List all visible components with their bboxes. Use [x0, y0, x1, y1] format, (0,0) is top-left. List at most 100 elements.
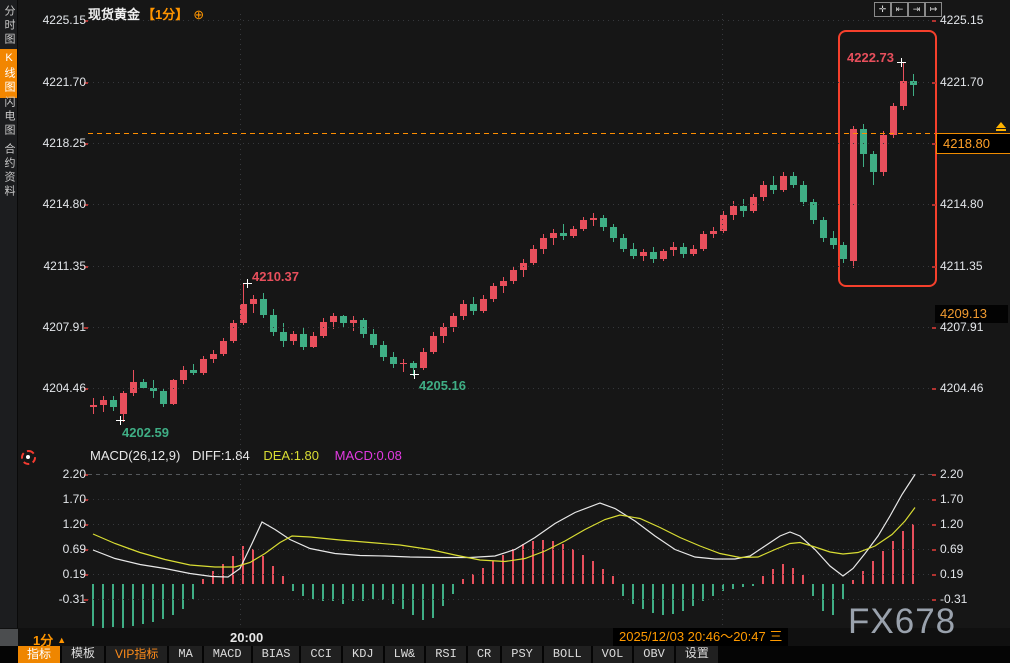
- macd-histogram-bar: [262, 556, 264, 584]
- period-selector[interactable]: 1分 ▲: [33, 633, 67, 648]
- tab-BOLL[interactable]: BOLL: [543, 646, 591, 663]
- tab-KDJ[interactable]: KDJ: [343, 646, 383, 663]
- macd-histogram-bar: [752, 583, 754, 586]
- sidebar-item-4[interactable]: 合约资料: [3, 143, 15, 199]
- macd-histogram-bar: [332, 583, 334, 601]
- macd-histogram-bar: [152, 583, 154, 622]
- candle: [420, 351, 427, 368]
- macd-histogram-bar: [682, 583, 684, 611]
- price-axis-label: 4214.80: [42, 197, 86, 211]
- tab-BIAS[interactable]: BIAS: [252, 646, 300, 663]
- last-price-badge: 4218.80: [936, 133, 1010, 154]
- candle: [740, 206, 747, 212]
- candle: [130, 382, 137, 393]
- price-axis-label: 4225.15: [42, 13, 86, 27]
- macd-histogram-bar: [902, 531, 904, 584]
- reference-price-badge: 4209.13: [935, 305, 1008, 323]
- candle: [380, 344, 387, 358]
- axis-tick: [84, 327, 88, 329]
- macd-histogram-bar: [312, 583, 314, 599]
- candle: [170, 380, 177, 404]
- extreme-price-label: 4205.16: [419, 378, 466, 393]
- candle: [140, 382, 147, 388]
- tab-CR[interactable]: CR: [467, 646, 501, 663]
- diff-line: [92, 474, 916, 578]
- macd-histogram-bar: [542, 540, 544, 584]
- candle: [660, 250, 667, 260]
- sidebar-item-3[interactable]: 闪电图: [3, 96, 15, 138]
- candle-wick: [193, 364, 194, 376]
- macd-histogram-bar: [762, 576, 764, 584]
- candle: [240, 303, 247, 324]
- candle: [500, 280, 507, 287]
- candle: [680, 246, 687, 255]
- macd-histogram-bar: [492, 561, 494, 584]
- macd-histogram-bar: [892, 541, 894, 584]
- shift-right-icon[interactable]: ↦: [925, 2, 942, 17]
- macd-histogram-bar: [182, 583, 184, 609]
- candle: [570, 229, 577, 237]
- pan-left-icon[interactable]: ⇤: [891, 2, 908, 17]
- tab-LW&[interactable]: LW&: [384, 646, 425, 663]
- crosshair-icon[interactable]: ✛: [874, 2, 891, 17]
- candle: [650, 252, 657, 260]
- price-axis-label: 4204.46: [42, 381, 86, 395]
- tab-VIP指标[interactable]: VIP指标: [106, 646, 168, 663]
- candle: [260, 298, 267, 315]
- tab-设置[interactable]: 设置: [675, 646, 718, 663]
- indicator-tab-bar: 指标 模板 VIP指标 MA MACD BIAS CCI KDJ LW& RSI CR PSY BOLL…: [0, 646, 1010, 663]
- extreme-cross-marker: [901, 58, 902, 67]
- extreme-price-label: 4202.59: [122, 425, 169, 440]
- axis-tick: [84, 599, 88, 601]
- macd-histogram-bar: [112, 583, 114, 627]
- chart-header: 现货黄金 【1分】 ⊕: [88, 4, 204, 23]
- add-to-favorites-icon[interactable]: ⊕: [193, 7, 205, 22]
- axis-tick: [84, 204, 88, 206]
- candle: [850, 129, 857, 262]
- pan-right-icon[interactable]: ⇥: [908, 2, 925, 17]
- dea-line: [92, 507, 916, 568]
- tab-OBV[interactable]: OBV: [634, 646, 674, 663]
- indicator-settings-icon[interactable]: [21, 450, 36, 465]
- axis-tick: [84, 82, 88, 84]
- macd-histogram-bar: [512, 548, 514, 584]
- tab-CCI[interactable]: CCI: [301, 646, 342, 663]
- macd-histogram-bar: [802, 574, 804, 584]
- macd-header: MACD(26,12,9) DIFF:1.84 DEA:1.80 MACD:0.…: [90, 448, 402, 463]
- candle: [840, 245, 847, 260]
- candle: [480, 298, 487, 312]
- macd-axis-label: 1.20: [940, 517, 964, 531]
- candle: [600, 218, 607, 228]
- candle: [780, 175, 787, 190]
- tab-指标[interactable]: 指标: [18, 646, 61, 663]
- tab-MACD[interactable]: MACD: [203, 646, 251, 663]
- axis-tick: [932, 524, 936, 526]
- sidebar-item-1[interactable]: 分时图: [3, 5, 15, 47]
- candle-wick: [353, 316, 354, 331]
- axis-tick: [84, 266, 88, 268]
- macd-histogram-bar: [392, 583, 394, 604]
- macd-histogram-bar: [452, 583, 454, 594]
- macd-histogram-bar: [292, 583, 294, 591]
- candle-wick: [563, 223, 564, 240]
- candle: [110, 400, 117, 408]
- tab-RSI[interactable]: RSI: [426, 646, 466, 663]
- axis-tick: [932, 204, 936, 206]
- axis-tick: [932, 499, 936, 501]
- macd-histogram-bar: [622, 583, 624, 596]
- sidebar-item-2[interactable]: K线图: [0, 49, 17, 98]
- macd-histogram-bar: [442, 583, 444, 606]
- tab-MA[interactable]: MA: [169, 646, 202, 663]
- tab-VOL[interactable]: VOL: [592, 646, 633, 663]
- macd-macd-value: MACD:0.08: [334, 448, 402, 463]
- tab-PSY[interactable]: PSY: [502, 646, 542, 663]
- axis-tick: [932, 549, 936, 551]
- extreme-cross-marker: [247, 279, 248, 288]
- tab-模板[interactable]: 模板: [62, 646, 105, 663]
- candle: [710, 230, 717, 235]
- price-axis-label: 4221.70: [940, 75, 984, 89]
- candle: [220, 341, 227, 354]
- candle-wick: [913, 74, 914, 96]
- candle: [630, 248, 637, 256]
- candle: [580, 220, 587, 230]
